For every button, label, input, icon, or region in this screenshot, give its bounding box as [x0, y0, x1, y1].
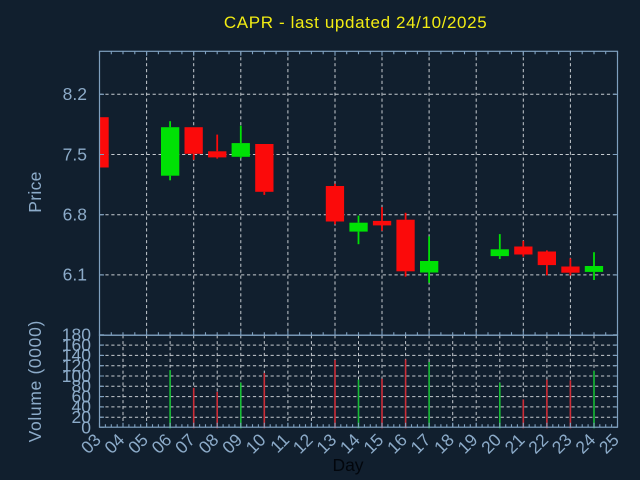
svg-text:8.2: 8.2: [63, 84, 87, 104]
svg-text:60: 60: [72, 386, 92, 406]
svg-text:Price: Price: [25, 171, 45, 212]
svg-text:Day: Day: [332, 455, 363, 475]
svg-text:160: 160: [62, 335, 91, 355]
svg-text:7.5: 7.5: [63, 144, 87, 164]
svg-text:6.8: 6.8: [63, 205, 87, 225]
svg-text:CAPR - last updated 24/10/2025: CAPR - last updated 24/10/2025: [224, 13, 487, 32]
svg-text:120: 120: [62, 356, 91, 376]
svg-text:100: 100: [62, 366, 91, 386]
svg-text:140: 140: [62, 345, 91, 365]
svg-text:180: 180: [62, 325, 91, 345]
svg-text:80: 80: [72, 376, 92, 396]
svg-text:Volume (0000): Volume (0000): [25, 320, 45, 442]
svg-text:0: 0: [81, 417, 91, 437]
svg-text:40: 40: [72, 397, 92, 417]
svg-text:20: 20: [72, 407, 92, 427]
svg-text:6.1: 6.1: [63, 265, 87, 285]
